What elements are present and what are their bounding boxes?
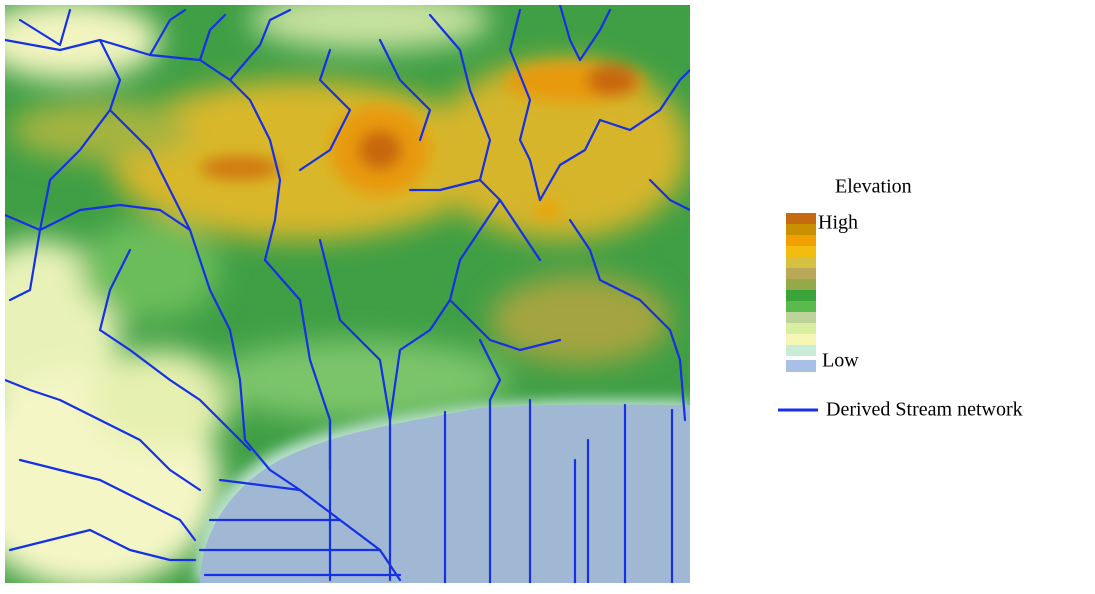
figure: Elevation High Low Derived Stream networ…: [0, 0, 1095, 589]
page: {"legend": {"title": "Elevation", "high_…: [0, 0, 1095, 589]
legend-high: High: [818, 212, 858, 234]
elevation-map: [0, 0, 690, 589]
legend: Elevation High Low Derived Stream networ…: [778, 176, 1023, 421]
legend-low: Low: [822, 350, 859, 372]
legend-stream: Derived Stream network: [826, 399, 1023, 421]
elevation-ramp: [786, 213, 816, 372]
legend-title: Elevation: [835, 176, 912, 198]
